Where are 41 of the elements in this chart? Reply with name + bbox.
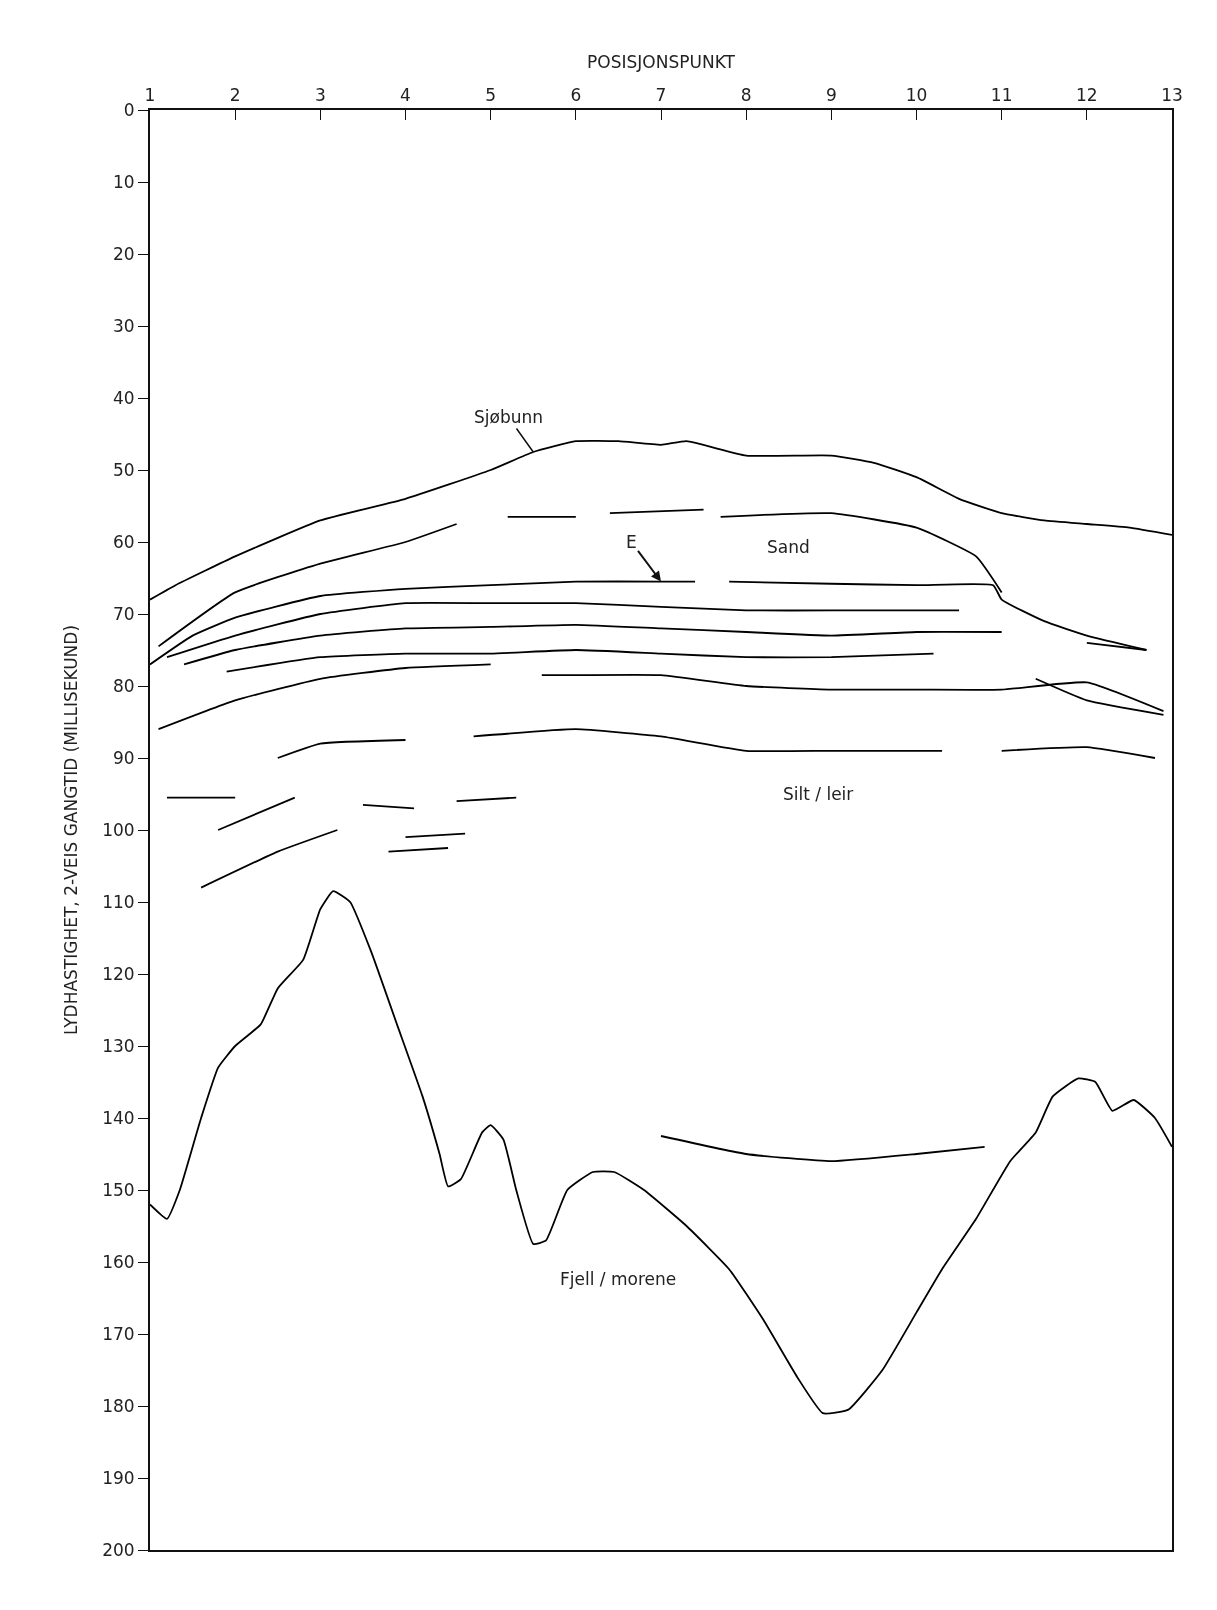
annotation: Sand xyxy=(767,537,810,557)
y-tick-label: 70 xyxy=(112,603,135,624)
x-tick-label: 6 xyxy=(570,85,582,106)
y-tick-label: 80 xyxy=(112,675,135,696)
x-tick-label: 2 xyxy=(229,85,241,106)
y-tick-label: 90 xyxy=(112,747,135,768)
y-tick-label: 110 xyxy=(102,891,135,912)
x-tick-label: 8 xyxy=(740,85,752,106)
y-tick-label: 130 xyxy=(102,1035,135,1056)
y-axis-title: LYDHASTIGHET, 2-VEIS GANGTID (MILLISEKUND) xyxy=(61,624,82,1036)
y-tick-label: 20 xyxy=(112,243,135,264)
x-tick-label: 9 xyxy=(825,85,837,106)
y-tick-label: 150 xyxy=(102,1179,135,1200)
x-tick-label: 7 xyxy=(655,85,667,106)
y-tick-label: 0 xyxy=(123,99,135,120)
series-label: Sjøbunn xyxy=(474,407,544,427)
y-tick-label: 140 xyxy=(102,1107,135,1128)
annotation: Silt / leir xyxy=(783,784,854,804)
x-tick-label: 12 xyxy=(1076,85,1098,106)
x-tick-label: 3 xyxy=(314,85,326,106)
annotation: Fjell / morene xyxy=(560,1269,677,1289)
y-tick-label: 200 xyxy=(102,1539,135,1560)
y-tick-label: 40 xyxy=(112,387,135,408)
y-tick-label: 50 xyxy=(112,459,135,480)
x-tick-label: 11 xyxy=(990,85,1013,106)
x-tick-label: 5 xyxy=(485,85,497,106)
y-tick-label: 100 xyxy=(102,819,135,840)
x-axis-title: POSISJONSPUNKT xyxy=(587,52,736,73)
y-tick-label: 120 xyxy=(102,963,135,984)
y-tick-label: 60 xyxy=(112,531,135,552)
y-tick-label: 180 xyxy=(102,1395,135,1416)
x-tick-label: 1 xyxy=(144,85,156,106)
y-tick-label: 190 xyxy=(102,1467,135,1488)
y-tick-label: 30 xyxy=(112,315,135,336)
x-tick-label: 4 xyxy=(400,85,411,106)
x-tick-label: 13 xyxy=(1161,85,1183,106)
x-tick-label: 10 xyxy=(905,85,928,106)
y-tick-label: 10 xyxy=(112,171,135,192)
y-tick-label: 170 xyxy=(102,1323,135,1344)
y-tick-label: 160 xyxy=(102,1251,135,1272)
annotation: E xyxy=(626,532,637,552)
